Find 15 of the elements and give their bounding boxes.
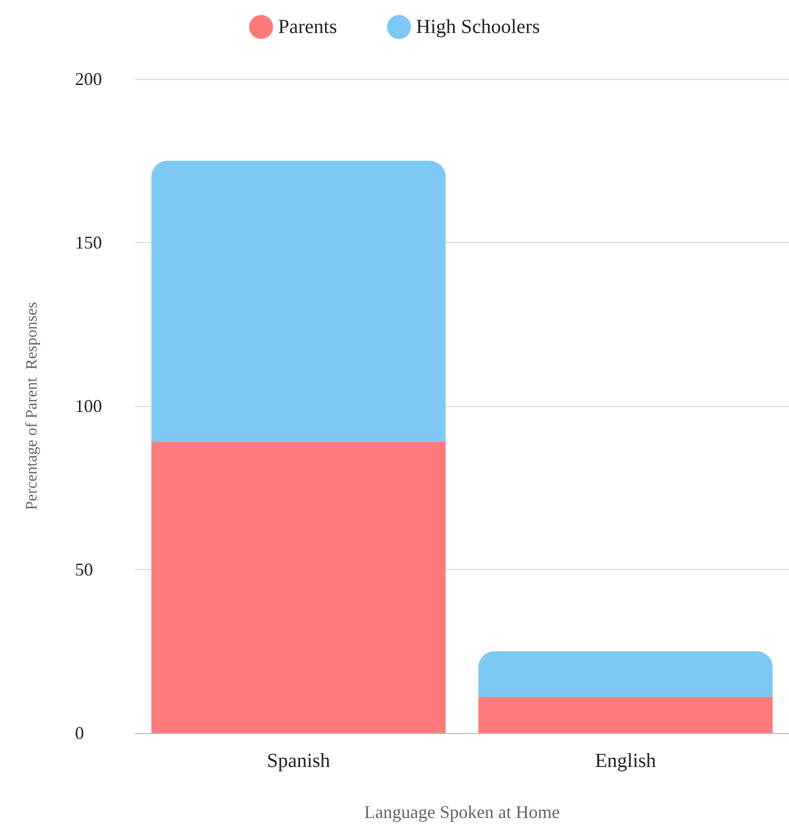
- y-tick-label: 50: [75, 560, 93, 580]
- x-axis-title: Language Spoken at Home: [364, 802, 560, 822]
- bar: [151, 442, 446, 733]
- y-tick-label: 0: [75, 723, 84, 743]
- y-tick-label: 100: [75, 396, 102, 416]
- x-tick-label: English: [594, 750, 656, 772]
- x-tick-label: Spanish: [266, 750, 330, 772]
- y-axis-title: Percentage of Parent Responses: [24, 302, 40, 510]
- y-tick-label: 200: [75, 69, 102, 89]
- y-tick-label: 150: [75, 232, 102, 252]
- bar: [151, 160, 446, 442]
- legend-label: Parents: [278, 16, 338, 38]
- bar: [478, 697, 773, 733]
- bar: [478, 651, 773, 698]
- legend-label: High Schoolers: [416, 16, 540, 38]
